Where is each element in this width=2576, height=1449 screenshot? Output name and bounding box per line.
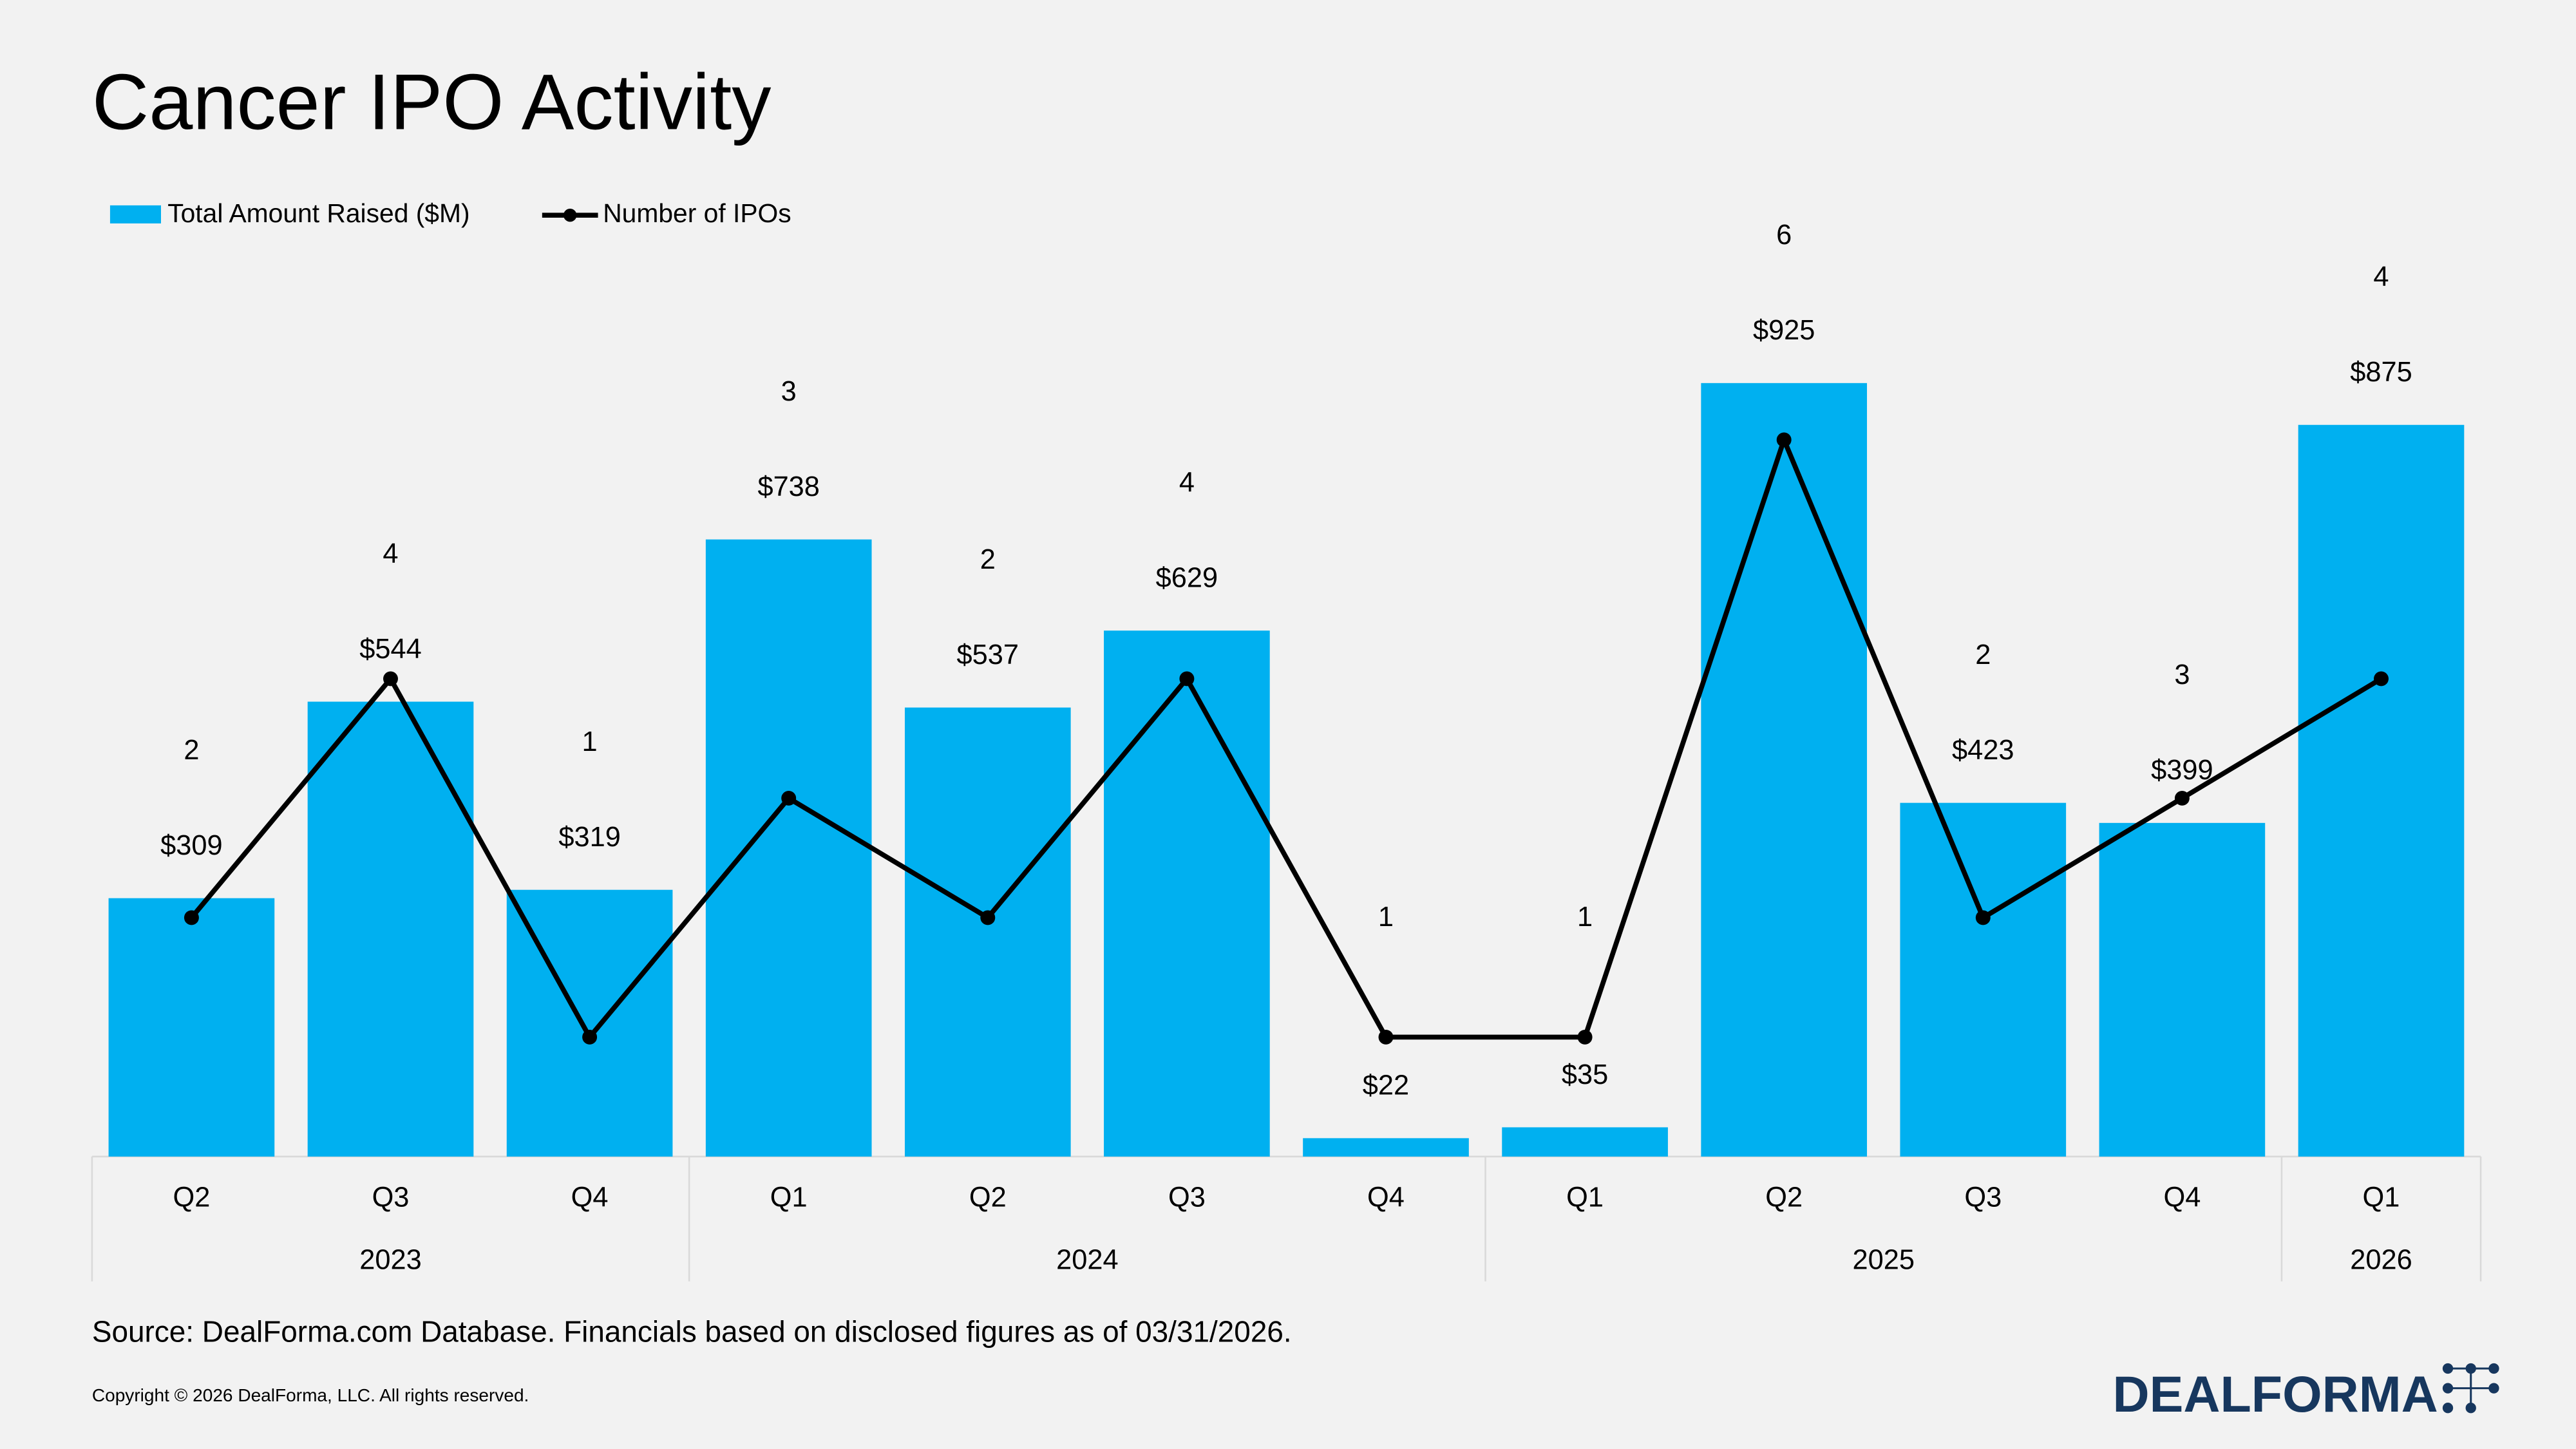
- bar-value-label: $537: [957, 639, 1019, 670]
- x-group-label: 2025: [1853, 1245, 1915, 1276]
- line-marker: [2374, 671, 2389, 687]
- line-marker: [1179, 671, 1195, 687]
- line-value-label: 3: [781, 376, 797, 407]
- line-value-label: 2: [980, 544, 996, 575]
- bar: [2298, 424, 2465, 1157]
- line-value-label: 4: [383, 538, 398, 569]
- line-marker: [184, 910, 199, 925]
- bar: [705, 539, 872, 1157]
- copyright: Copyright © 2026 DealForma, LLC. All rig…: [92, 1385, 529, 1405]
- line-value-label: 4: [2373, 261, 2389, 292]
- line-marker: [781, 790, 797, 806]
- logo-icon: [2442, 1363, 2499, 1414]
- x-group-label: 2023: [359, 1245, 421, 1276]
- line-value-label: 1: [1577, 902, 1593, 933]
- x-group-label: 2024: [1056, 1245, 1118, 1276]
- line-value-label: 1: [1378, 902, 1394, 933]
- line-marker: [980, 910, 996, 925]
- line-value-label: 2: [184, 735, 199, 766]
- legend-marker: [564, 208, 577, 222]
- line-value-label: 2: [1975, 639, 1991, 670]
- x-tick-label: Q1: [2363, 1182, 2400, 1213]
- legend-label: Total Amount Raised ($M): [167, 198, 469, 228]
- bar: [1900, 802, 2067, 1157]
- line-value-label: 3: [2174, 659, 2190, 690]
- bar-value-label: $319: [558, 822, 620, 853]
- chart-title: Cancer IPO Activity: [92, 58, 772, 146]
- x-tick-label: Q3: [1168, 1182, 1206, 1213]
- bar: [2099, 822, 2266, 1157]
- bar: [1502, 1127, 1668, 1157]
- line-marker: [582, 1029, 598, 1045]
- line-value-label: 1: [582, 726, 598, 757]
- bar-value-label: $22: [1363, 1070, 1409, 1101]
- line-marker: [1577, 1029, 1593, 1045]
- bar-value-label: $399: [2151, 755, 2213, 786]
- x-tick-label: Q4: [571, 1182, 609, 1213]
- x-tick-label: Q1: [770, 1182, 808, 1213]
- bar: [1104, 630, 1270, 1157]
- bar-value-label: $629: [1156, 563, 1218, 594]
- bar: [1303, 1138, 1469, 1157]
- bar-value-label: $423: [1952, 735, 2014, 766]
- x-tick-label: Q4: [1367, 1182, 1405, 1213]
- bar: [307, 701, 474, 1157]
- source-note: Source: DealForma.com Database. Financia…: [92, 1315, 1292, 1349]
- x-tick-label: Q3: [372, 1182, 410, 1213]
- bar: [904, 707, 1071, 1157]
- line-value-label: 4: [1179, 468, 1195, 498]
- bar-value-label: $35: [1562, 1059, 1608, 1090]
- line-marker: [1378, 1029, 1394, 1045]
- x-tick-label: Q4: [2163, 1182, 2201, 1213]
- x-tick-label: Q3: [1964, 1182, 2002, 1213]
- bar-value-label: $925: [1753, 315, 1815, 346]
- line-marker: [383, 671, 398, 687]
- bar-value-label: $875: [2350, 357, 2412, 388]
- x-tick-label: Q2: [1765, 1182, 1803, 1213]
- logo: DealForma: [2113, 1365, 2438, 1423]
- x-tick-label: Q2: [969, 1182, 1007, 1213]
- legend-label: Number of IPOs: [603, 198, 791, 228]
- line-marker: [2174, 790, 2190, 806]
- bar: [108, 898, 275, 1157]
- line-marker: [1975, 910, 1991, 925]
- x-tick-label: Q2: [173, 1182, 210, 1213]
- line: [189, 437, 2383, 1040]
- bar-value-label: $738: [757, 471, 819, 502]
- legend-swatch: [109, 205, 161, 223]
- bar-value-label: $544: [359, 634, 421, 665]
- bar: [1701, 383, 1868, 1157]
- x-group-label: 2026: [2350, 1245, 2412, 1276]
- x-tick-label: Q1: [1566, 1182, 1604, 1213]
- line-value-label: 6: [1776, 220, 1792, 251]
- bar-value-label: $309: [160, 830, 222, 861]
- line-marker: [1776, 432, 1792, 448]
